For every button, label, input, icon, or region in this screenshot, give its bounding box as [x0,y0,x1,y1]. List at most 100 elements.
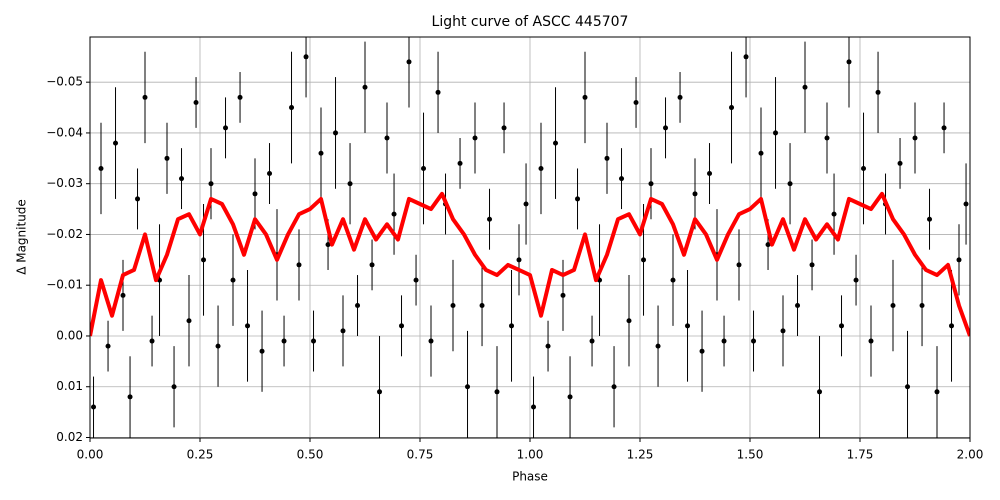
data-point [941,125,947,131]
x-tick-label: 1.75 [847,448,874,462]
data-point [780,328,786,334]
data-point [824,135,830,141]
y-tick-label: 0.01 [56,379,83,393]
data-point [707,171,713,177]
data-point [531,404,537,410]
data-point [472,135,478,141]
data-point [296,262,302,268]
data-point [208,181,214,187]
data-point [186,318,192,324]
data-point [692,191,698,197]
data-point [355,303,361,309]
data-point [259,348,265,354]
data-point [399,323,405,329]
data-point [289,105,295,111]
data-point [553,140,559,146]
y-tick-label: −0.05 [46,75,83,89]
data-point [215,343,221,349]
data-point [802,84,808,90]
data-point [633,99,639,105]
data-point [193,99,199,105]
data-point [164,155,170,161]
data-point [685,323,691,329]
y-tick-label: −0.03 [46,176,83,190]
data-point [105,343,111,349]
data-point [230,277,236,283]
data-point [861,165,867,171]
data-point [179,176,185,182]
data-point [765,242,771,248]
data-point [648,181,654,187]
data-point [98,165,104,171]
data-point [846,59,852,65]
data-point [406,59,412,65]
data-point [963,201,969,207]
data-point [897,160,903,166]
data-point [245,323,251,329]
data-point [868,338,874,344]
data-point [113,140,119,146]
data-point [905,384,911,390]
data-point [201,257,207,263]
data-point [223,125,229,131]
data-point [736,262,742,268]
data-point [237,94,243,100]
x-axis-label: Phase [512,470,548,484]
data-point [120,292,126,298]
data-point [501,125,507,131]
data-point [729,105,735,111]
data-point [347,181,353,187]
data-point [303,54,309,60]
data-point [677,94,683,100]
data-point [567,394,573,400]
data-point [281,338,287,344]
data-point [457,160,463,166]
x-tick-label: 0.50 [297,448,324,462]
x-tick-label: 0.00 [77,448,104,462]
x-tick-label: 1.00 [517,448,544,462]
binned-curve [90,191,970,337]
data-point [377,389,383,395]
data-point [589,338,595,344]
data-point [369,262,375,268]
data-point [949,323,955,329]
data-point [956,257,962,263]
data-point [912,135,918,141]
data-point [428,338,434,344]
data-point [626,318,632,324]
data-point [611,384,617,390]
y-tick-label: −0.01 [46,278,83,292]
x-tick-label: 2.00 [957,448,984,462]
data-point [318,150,324,156]
data-point [450,303,456,309]
data-point [721,338,727,344]
grid [89,37,971,438]
data-point [773,130,779,136]
data-point [311,338,317,344]
x-tick-label: 0.25 [187,448,214,462]
y-tick-label: −0.02 [46,227,83,241]
data-point [890,303,896,309]
data-point [384,135,390,141]
data-point [127,394,133,400]
data-point [435,89,441,95]
data-point [362,84,368,90]
data-point [494,389,500,395]
ticks: 0.00 0.25 0.50 0.75 1.00 1.25 1.50 1.75 2.00 −0.0… [46,75,983,462]
data-point [831,211,837,217]
data-point [875,89,881,95]
data-point [142,94,148,100]
data-point [699,348,705,354]
data-point [171,384,177,390]
y-tick-label: 0.02 [56,430,83,444]
data-point [465,384,471,390]
chart-title: Light curve of ASCC 445707 [432,14,629,30]
data-point [839,323,845,329]
data-point [641,257,647,263]
data-point [333,130,339,136]
x-tick-label: 1.50 [737,448,764,462]
data-point [149,338,155,344]
data-point [91,404,97,410]
data-point [575,196,581,202]
x-tick-label: 0.75 [407,448,434,462]
